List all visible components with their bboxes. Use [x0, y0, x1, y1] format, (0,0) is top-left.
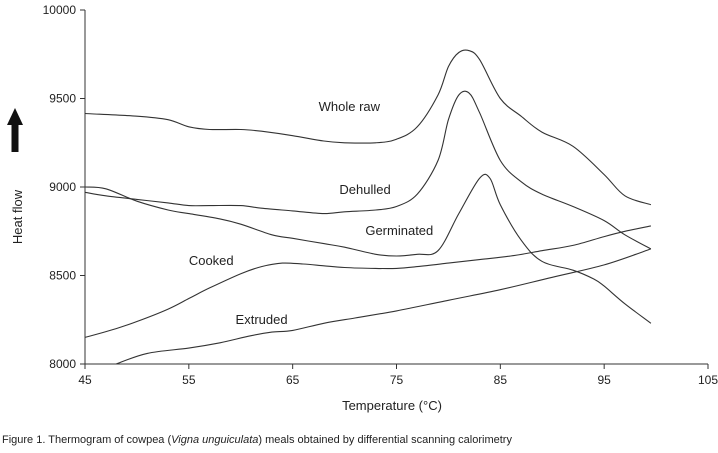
y-tick-label: 9000: [49, 180, 76, 194]
series-label-cooked: Cooked: [189, 253, 234, 268]
caption-species: Vigna unguiculata: [171, 434, 259, 446]
y-tick-label: 9500: [49, 92, 76, 106]
series-line-cooked: [84, 225, 652, 338]
x-axis-title: Temperature (°C): [342, 398, 442, 413]
thermogram-chart: 45 55 65 75 85 95 105 8000 8500 9000 9500 10000 Who…: [7, 3, 718, 413]
series-group: [84, 49, 652, 365]
axis-ticks: 45 55 65 75 85 95 105 8000 8500 9000 9500 10000: [43, 3, 718, 387]
series-label-germinated: Germinated: [365, 223, 433, 238]
y-tick-label: 8000: [49, 357, 76, 371]
caption-prefix: Figure 1. Thermogram of cowpea (: [2, 434, 172, 446]
x-tick-label: 95: [597, 373, 611, 387]
series-line-germinated: [84, 173, 652, 324]
series-line-whole-raw: [84, 49, 652, 206]
x-tick-label: 85: [494, 373, 508, 387]
series-line-dehulled: [84, 90, 652, 250]
x-tick-label: 55: [182, 373, 196, 387]
series-label-whole-raw: Whole raw: [319, 99, 381, 114]
figure-caption: Figure 1. Thermogram of cowpea (Vigna un…: [2, 434, 512, 446]
series-labels: Whole raw Dehulled Germinated Cooked Extrude…: [189, 99, 433, 327]
y-axis-title: Heat flow: [10, 189, 25, 244]
series-label-dehulled: Dehulled: [339, 182, 390, 197]
series-label-extruded: Extruded: [236, 312, 288, 327]
x-tick-label: 65: [286, 373, 300, 387]
caption-suffix: ) meals obtained by differential scannin…: [258, 434, 512, 446]
up-arrow-icon: [7, 108, 23, 152]
y-tick-label: 8500: [49, 269, 76, 283]
x-tick-label: 105: [698, 373, 718, 387]
x-tick-label: 75: [390, 373, 404, 387]
y-tick-label: 10000: [43, 3, 77, 17]
x-tick-label: 45: [78, 373, 92, 387]
series-line-extruded: [116, 248, 652, 365]
